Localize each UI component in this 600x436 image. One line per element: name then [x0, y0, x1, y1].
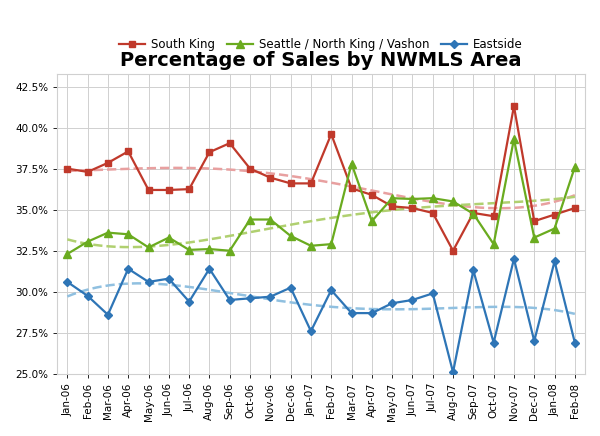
- Eastside: [84, 293, 91, 299]
- Seattle / North King / Vashon: [165, 235, 172, 240]
- Seattle / North King / Vashon: [206, 246, 213, 252]
- Legend: South King, Seattle / North King / Vashon, Eastside: South King, Seattle / North King / Vasho…: [115, 34, 527, 56]
- Seattle / North King / Vashon: [84, 239, 91, 244]
- Seattle / North King / Vashon: [429, 196, 436, 201]
- Seattle / North King / Vashon: [145, 245, 152, 250]
- Eastside: [348, 310, 355, 316]
- South King: [470, 210, 477, 215]
- Eastside: [470, 268, 477, 273]
- Eastside: [104, 312, 112, 317]
- South King: [449, 248, 457, 253]
- Eastside: [165, 276, 172, 281]
- South King: [490, 214, 497, 219]
- South King: [206, 150, 213, 155]
- Eastside: [389, 301, 396, 306]
- South King: [165, 187, 172, 193]
- Seattle / North King / Vashon: [328, 242, 335, 247]
- South King: [307, 181, 314, 186]
- Seattle / North King / Vashon: [530, 235, 538, 240]
- Eastside: [530, 338, 538, 344]
- Eastside: [409, 297, 416, 303]
- South King: [247, 166, 254, 171]
- Seattle / North King / Vashon: [247, 217, 254, 222]
- Eastside: [287, 285, 294, 290]
- South King: [511, 104, 518, 109]
- Seattle / North King / Vashon: [551, 226, 558, 231]
- Seattle / North King / Vashon: [267, 217, 274, 222]
- Seattle / North King / Vashon: [185, 247, 193, 252]
- South King: [287, 181, 294, 186]
- South King: [125, 149, 132, 154]
- Title: Percentage of Sales by NWMLS Area: Percentage of Sales by NWMLS Area: [121, 51, 522, 70]
- Eastside: [145, 279, 152, 285]
- Eastside: [490, 340, 497, 345]
- Line: South King: South King: [64, 103, 578, 254]
- Eastside: [368, 310, 376, 316]
- South King: [104, 160, 112, 166]
- Eastside: [511, 256, 518, 262]
- South King: [551, 212, 558, 217]
- Eastside: [551, 259, 558, 264]
- Seattle / North King / Vashon: [511, 136, 518, 142]
- Line: Eastside: Eastside: [64, 256, 578, 375]
- South King: [368, 192, 376, 198]
- Eastside: [125, 266, 132, 271]
- South King: [84, 169, 91, 174]
- Seattle / North King / Vashon: [470, 211, 477, 216]
- Eastside: [267, 294, 274, 299]
- South King: [389, 204, 396, 209]
- Seattle / North King / Vashon: [571, 164, 578, 170]
- Seattle / North King / Vashon: [389, 196, 396, 201]
- Seattle / North King / Vashon: [348, 161, 355, 166]
- Seattle / North King / Vashon: [307, 243, 314, 249]
- Seattle / North King / Vashon: [409, 196, 416, 201]
- South King: [409, 205, 416, 211]
- Seattle / North King / Vashon: [104, 230, 112, 235]
- South King: [267, 175, 274, 180]
- Eastside: [571, 340, 578, 345]
- South King: [226, 140, 233, 146]
- Eastside: [206, 266, 213, 271]
- South King: [429, 210, 436, 215]
- South King: [64, 166, 71, 171]
- Seattle / North King / Vashon: [449, 199, 457, 204]
- Line: Seattle / North King / Vashon: Seattle / North King / Vashon: [64, 135, 578, 258]
- Seattle / North King / Vashon: [287, 233, 294, 238]
- Seattle / North King / Vashon: [368, 218, 376, 224]
- Eastside: [307, 329, 314, 334]
- Eastside: [429, 291, 436, 296]
- Seattle / North King / Vashon: [490, 242, 497, 247]
- South King: [185, 187, 193, 192]
- South King: [571, 205, 578, 211]
- Eastside: [185, 299, 193, 304]
- South King: [530, 218, 538, 224]
- South King: [145, 187, 152, 193]
- Eastside: [247, 296, 254, 301]
- Seattle / North King / Vashon: [226, 248, 233, 253]
- Eastside: [449, 370, 457, 375]
- Eastside: [226, 297, 233, 303]
- Eastside: [64, 279, 71, 285]
- Eastside: [328, 287, 335, 293]
- Seattle / North King / Vashon: [125, 232, 132, 237]
- Seattle / North King / Vashon: [64, 252, 71, 257]
- South King: [328, 132, 335, 137]
- South King: [348, 186, 355, 191]
